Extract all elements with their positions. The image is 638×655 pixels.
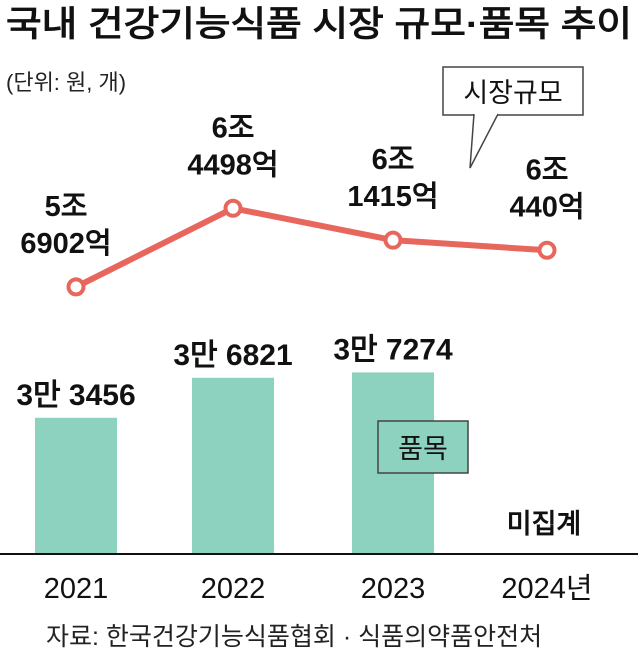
legend-bar: 품목: [377, 420, 469, 474]
legend-line-box: [442, 66, 584, 116]
bar-2021: [35, 417, 117, 554]
bar-label-2024년: 미집계: [507, 509, 582, 539]
unit-note: (단위: 원, 개): [6, 70, 126, 95]
line-point-2024년: [537, 240, 557, 260]
legend-line-label: 시장규모: [463, 78, 562, 108]
bar-label-2023: 3만 7274: [333, 333, 453, 366]
line-label-2023-bottom: 1415억: [347, 180, 438, 213]
source-note: 자료: 한국건강기능식품협회 · 식품의약품안전처: [46, 623, 542, 651]
x-tick-2022: 2022: [201, 573, 266, 605]
bar-label-2022: 3만 6821: [173, 339, 292, 372]
line-point-2023: [383, 230, 403, 250]
line-label-2023-top: 6조: [372, 144, 415, 176]
line-label-2021-bottom: 6902억: [20, 227, 111, 260]
x-ticks: 2021 2022 2023 2024년: [44, 573, 593, 605]
line-label-2024년-bottom: 440억: [509, 190, 584, 223]
line-label-2021-top: 5조: [45, 191, 88, 223]
bar-labels: 3만 3456 3만 6821 3만 7274 미집계: [16, 333, 581, 539]
line-path: [73, 205, 550, 290]
x-tick-2023: 2023: [361, 573, 426, 605]
line-label-2022-top: 6조: [212, 112, 255, 144]
line-label-2024년-top: 6조: [526, 154, 569, 186]
line-point-2022: [223, 198, 243, 218]
x-tick-2024년: 2024년: [501, 573, 592, 605]
legend-bar-box: [377, 420, 469, 474]
legend-line-pointer: [469, 113, 499, 169]
line-series: [66, 198, 557, 297]
line-label-2022-bottom: 4498억: [187, 148, 278, 181]
line-labels: 5조 6902억 6조 4498억 6조 1415억 6조 440억: [20, 112, 584, 260]
bar-label-2021: 3만 3456: [16, 379, 135, 412]
legend-bar-label: 품목: [398, 434, 448, 464]
legend-line: 시장규모: [442, 66, 584, 169]
bar-2022: [192, 377, 274, 554]
x-tick-2021: 2021: [44, 573, 109, 605]
chart-title: 국내 건강기능식품 시장 규모·품목 추이: [6, 5, 632, 44]
line-point-2021: [66, 277, 86, 297]
